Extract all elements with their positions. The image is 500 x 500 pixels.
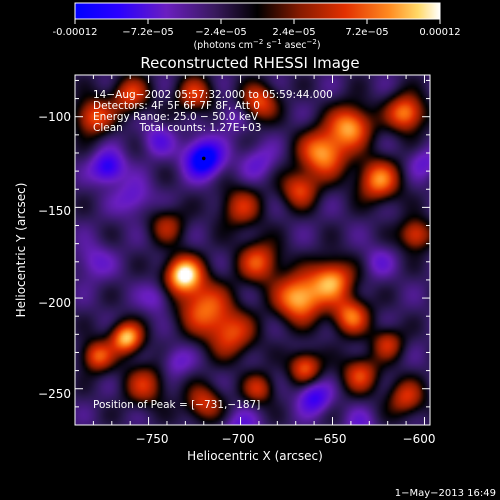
colorbar-tick-labels: -0.00012 −7.2e−05 −2.4e−05 2.4e−05 7.2e−… bbox=[53, 27, 461, 38]
minimum-dot bbox=[201, 156, 206, 161]
annotation-detectors: Detectors: 4F 5F 6F 7F 8F, Att 0 bbox=[93, 100, 260, 112]
x-axis-tick-labels: −750 −700 −650 −600 bbox=[136, 432, 436, 446]
annotation-clean-counts: Clean Total counts: 1.27E+03 bbox=[93, 122, 262, 134]
y-tick-label: −100 bbox=[38, 110, 71, 124]
colorbar-tick-label: 2.4e−05 bbox=[272, 27, 315, 38]
observation-info: 14−Aug−2002 05:57:32.000 to 05:59:44.000… bbox=[93, 89, 333, 134]
colorbar: -0.00012 −7.2e−05 −2.4e−05 2.4e−05 7.2e−… bbox=[53, 2, 461, 51]
chart-title: Reconstructed RHESSI Image bbox=[140, 54, 359, 72]
heatmap-image bbox=[75, 75, 430, 425]
x-tick-label: −750 bbox=[136, 432, 169, 446]
annotation-time-range: 14−Aug−2002 05:57:32.000 to 05:59:44.000 bbox=[93, 89, 333, 101]
annotation-energy-range: Energy Range: 25.0 − 50.0 keV bbox=[93, 111, 259, 123]
colorbar-tick-label: 0.00012 bbox=[419, 27, 460, 38]
colorbar-tick-label: −7.2e−05 bbox=[122, 27, 174, 38]
x-tick-label: −700 bbox=[222, 432, 255, 446]
colorbar-tick-label: 7.2e−05 bbox=[345, 27, 388, 38]
y-tick-label: −150 bbox=[38, 204, 71, 218]
minimum-marker bbox=[201, 156, 206, 161]
x-tick-label: −650 bbox=[314, 432, 347, 446]
y-tick-label: −250 bbox=[38, 387, 71, 401]
y-axis-tick-labels: −100 −150 −200 −250 bbox=[38, 110, 71, 401]
plot-frame bbox=[74, 74, 431, 426]
colorbar-ticks bbox=[74, 19, 441, 24]
x-axis-ticks bbox=[74, 75, 425, 425]
colorbar-tick-label: -0.00012 bbox=[53, 27, 98, 38]
footer-timestamp: 1−May−2013 16:49 bbox=[395, 488, 496, 499]
x-axis-label: Heliocentric X (arcsec) bbox=[187, 449, 323, 463]
colorbar-gradient bbox=[74, 2, 441, 20]
y-axis-ticks bbox=[75, 79, 430, 426]
x-tick-label: −600 bbox=[403, 432, 436, 446]
y-tick-label: −200 bbox=[38, 296, 71, 310]
colorbar-units: (photons cm−2 s−1 asec−2) bbox=[193, 38, 320, 51]
y-axis-label: Heliocentric Y (arcsec) bbox=[14, 183, 28, 318]
colorbar-tick-label: −2.4e−05 bbox=[195, 27, 247, 38]
heatmap-raster bbox=[75, 75, 430, 425]
peak-position-label: Position of Peak = [−731,−187] bbox=[93, 399, 260, 411]
